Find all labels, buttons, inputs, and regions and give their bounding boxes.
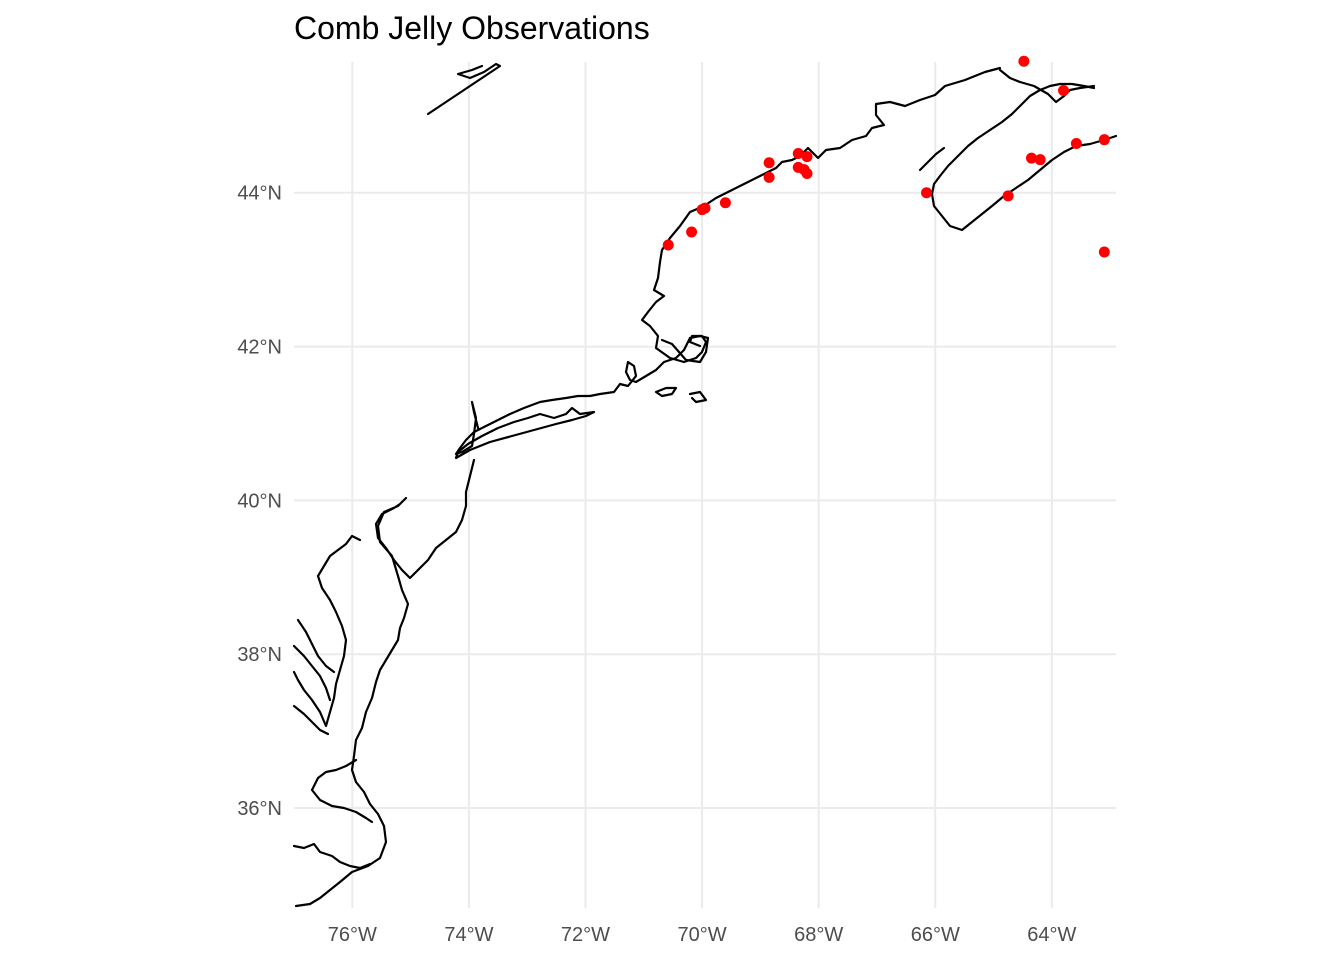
graticule — [294, 62, 1116, 908]
x-axis-labels: 76°W 74°W 72°W 70°W 68°W 66°W 64°W — [328, 924, 1077, 946]
coastline — [292, 62, 1118, 908]
y-tick-label: 40°N — [237, 490, 282, 512]
observation-point — [1018, 55, 1030, 67]
y-tick-label: 36°N — [237, 798, 282, 820]
observation-point — [662, 239, 674, 251]
observation-point — [719, 197, 731, 209]
coastline-nova-scotia — [930, 82, 1118, 232]
y-tick-label: 42°N — [237, 337, 282, 359]
observation-point — [801, 168, 813, 180]
observation-point — [801, 151, 813, 163]
x-tick-label: 70°W — [678, 924, 727, 946]
coastline-southern-new-england — [454, 336, 692, 456]
observation-point — [1034, 154, 1046, 166]
x-tick-label: 66°W — [911, 924, 960, 946]
coastline-cape-cod — [660, 334, 710, 364]
coastline-bay-of-fundy — [998, 68, 1096, 104]
observation-point — [763, 157, 775, 169]
island-nantucket — [688, 390, 708, 404]
island-marthas-vineyard — [654, 386, 678, 398]
y-tick-label: 38°N — [237, 644, 282, 666]
observation-point — [763, 171, 775, 183]
observation-point — [696, 204, 708, 216]
coastline-north-fragment — [426, 62, 502, 116]
observation-point — [1002, 190, 1014, 202]
observation-point — [1098, 134, 1110, 146]
observation-point — [1098, 246, 1110, 258]
x-tick-label: 64°W — [1027, 924, 1076, 946]
observation-point — [1025, 152, 1037, 164]
y-axis-labels: 44°N 42°N 40°N 38°N 36°N — [237, 183, 282, 820]
coastline-mid-atlantic — [294, 458, 476, 908]
observation-point — [1070, 138, 1082, 150]
coastline-chesapeake — [292, 534, 374, 870]
coastline-fundy-shore — [918, 146, 946, 172]
x-tick-label: 74°W — [444, 924, 493, 946]
observation-point — [921, 187, 933, 199]
map-title: Comb Jelly Observations — [294, 10, 650, 46]
observation-point — [686, 226, 698, 238]
y-tick-label: 44°N — [237, 183, 282, 205]
coastline-new-england — [640, 66, 1002, 364]
island-long-island — [454, 406, 596, 460]
observation-point — [1058, 84, 1070, 96]
observation-points — [662, 55, 1110, 258]
observation-point — [792, 148, 804, 160]
x-tick-label: 72°W — [561, 924, 610, 946]
x-tick-label: 76°W — [328, 924, 377, 946]
x-tick-label: 68°W — [794, 924, 843, 946]
